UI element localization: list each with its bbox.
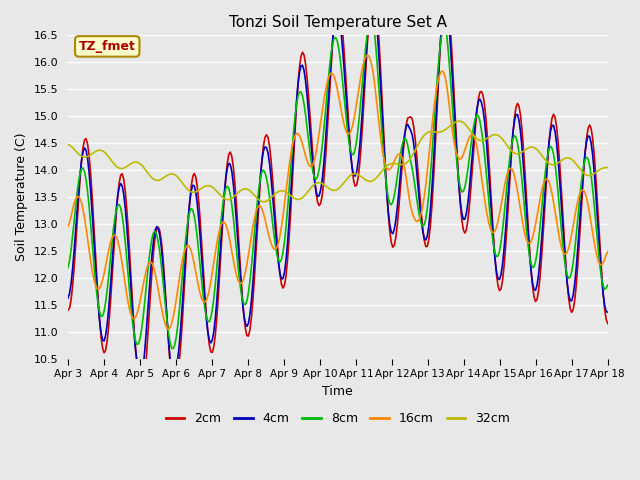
4cm [301, 78, 309, 84]
2cm [131, 327, 138, 333]
Text: TZ_fmet: TZ_fmet [79, 40, 136, 53]
32cm [301, 192, 309, 197]
32cm [131, 159, 138, 165]
4cm [253, 213, 261, 218]
2cm [604, 321, 612, 326]
32cm [243, 186, 251, 192]
16cm [604, 249, 612, 254]
16cm [64, 223, 72, 229]
Y-axis label: Soil Temperature (C): Soil Temperature (C) [15, 133, 28, 262]
Line: 8cm: 8cm [68, 20, 608, 348]
4cm [577, 204, 584, 210]
8cm [244, 290, 252, 296]
16cm [165, 326, 173, 332]
32cm [64, 142, 72, 147]
32cm [252, 194, 260, 200]
Line: 4cm: 4cm [68, 0, 608, 384]
8cm [577, 186, 584, 192]
8cm [64, 264, 72, 270]
32cm [225, 197, 233, 203]
32cm [455, 118, 463, 124]
2cm [64, 307, 72, 313]
2cm [136, 401, 144, 407]
Line: 32cm: 32cm [68, 121, 608, 202]
4cm [171, 382, 179, 387]
4cm [131, 332, 138, 337]
32cm [260, 199, 268, 204]
4cm [64, 295, 72, 301]
8cm [368, 17, 376, 23]
Title: Tonzi Soil Temperature Set A: Tonzi Soil Temperature Set A [229, 15, 447, 30]
4cm [244, 320, 252, 326]
16cm [577, 189, 584, 194]
2cm [577, 217, 584, 223]
8cm [227, 192, 234, 198]
2cm [227, 149, 234, 155]
2cm [301, 61, 309, 67]
8cm [604, 282, 612, 288]
16cm [364, 52, 371, 58]
2cm [244, 333, 252, 339]
Line: 16cm: 16cm [68, 55, 608, 329]
32cm [577, 167, 584, 173]
4cm [227, 162, 234, 168]
8cm [131, 331, 138, 337]
16cm [253, 205, 261, 211]
8cm [301, 112, 309, 118]
X-axis label: Time: Time [323, 385, 353, 398]
16cm [301, 153, 309, 158]
4cm [604, 309, 612, 315]
16cm [227, 240, 234, 246]
Legend: 2cm, 4cm, 8cm, 16cm, 32cm: 2cm, 4cm, 8cm, 16cm, 32cm [161, 407, 515, 430]
8cm [170, 346, 177, 351]
8cm [253, 198, 261, 204]
32cm [604, 165, 612, 170]
2cm [253, 224, 261, 230]
Line: 2cm: 2cm [68, 0, 608, 404]
16cm [131, 316, 138, 322]
16cm [244, 252, 252, 258]
